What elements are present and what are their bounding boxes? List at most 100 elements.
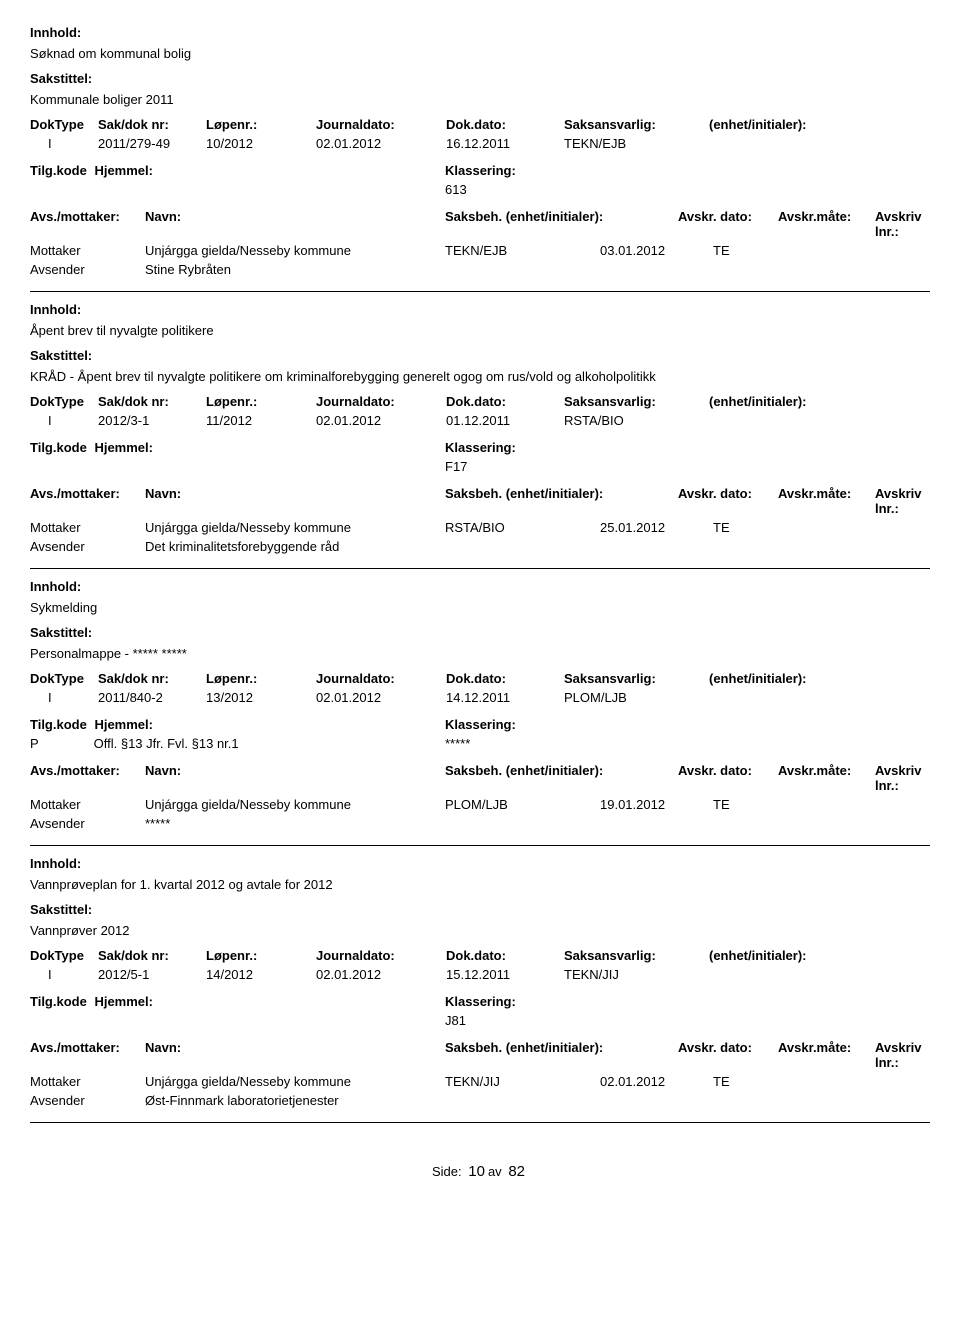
journal-record: Innhold: Åpent brev til nyvalgte politik… [30, 302, 930, 554]
klassering-value: ***** [445, 736, 930, 751]
mottaker-navn: Unjárgga gielda/Nesseby kommune [145, 520, 445, 535]
klassering-label: Klassering: [445, 717, 930, 732]
hdr-saksbeh: Saksbeh. (enhet/initialer): [445, 1040, 678, 1070]
hdr-saksansvarlig: Saksansvarlig: [564, 117, 709, 132]
sakstittel-value: Vannprøver 2012 [30, 923, 930, 938]
hjemmel-label: Hjemmel: [94, 440, 153, 455]
mottaker-row: Mottaker Unjárgga gielda/Nesseby kommune… [30, 797, 930, 812]
val-journaldato: 02.01.2012 [316, 967, 446, 982]
val-dokdato: 16.12.2011 [446, 136, 564, 151]
val-enhet [709, 690, 930, 705]
saksbeh-value: PLOM/LJB [445, 797, 600, 812]
hdr-avsmottaker: Avs./mottaker: [30, 1040, 145, 1070]
page-current: 10 [465, 1163, 488, 1180]
meta-values: I 2011/840-2 13/2012 02.01.2012 14.12.20… [30, 690, 930, 705]
hdr-dokdato: Dok.dato: [446, 394, 564, 409]
val-doktype: I [30, 690, 98, 705]
meta-headers: DokType Sak/dok nr: Løpenr.: Journaldato… [30, 948, 930, 963]
hdr-doktype: DokType [30, 671, 98, 686]
hdr-doktype: DokType [30, 117, 98, 132]
val-enhet [709, 413, 930, 428]
val-saksansvarlig: PLOM/LJB [564, 690, 709, 705]
hdr-journaldato: Journaldato: [316, 394, 446, 409]
avskrmate-value: TE [713, 243, 815, 258]
innhold-value: Vannprøveplan for 1. kvartal 2012 og avt… [30, 877, 930, 892]
hdr-saksansvarlig: Saksansvarlig: [564, 948, 709, 963]
mottaker-navn: Unjárgga gielda/Nesseby kommune [145, 1074, 445, 1089]
party-headers: Avs./mottaker: Navn: Saksbeh. (enhet/ini… [30, 209, 930, 239]
innhold-label: Innhold: [30, 579, 930, 594]
val-lopenr: 13/2012 [206, 690, 316, 705]
hdr-navn: Navn: [145, 209, 445, 239]
role-avsender: Avsender [30, 539, 145, 554]
hjemmel-row: Tilg.kode Hjemmel: P Offl. §13 Jfr. Fvl.… [30, 717, 930, 751]
av-label: av [488, 1164, 502, 1179]
innhold-label: Innhold: [30, 856, 930, 871]
hdr-enhet: (enhet/initialer): [709, 948, 930, 963]
avskrdato-value: 19.01.2012 [600, 797, 713, 812]
sakstittel-label: Sakstittel: [30, 625, 930, 640]
val-journaldato: 02.01.2012 [316, 136, 446, 151]
val-lopenr: 10/2012 [206, 136, 316, 151]
sakstittel-value: Kommunale boliger 2011 [30, 92, 930, 107]
avskrivlnr-value [815, 797, 930, 812]
mottaker-row: Mottaker Unjárgga gielda/Nesseby kommune… [30, 243, 930, 258]
hdr-avskrdato: Avskr. dato: [678, 486, 778, 516]
hdr-avskrmate: Avskr.måte: [778, 486, 875, 516]
val-doktype: I [30, 413, 98, 428]
val-lopenr: 11/2012 [206, 413, 316, 428]
meta-values: I 2011/279-49 10/2012 02.01.2012 16.12.2… [30, 136, 930, 151]
val-saknr: 2011/279-49 [98, 136, 206, 151]
mottaker-row: Mottaker Unjárgga gielda/Nesseby kommune… [30, 1074, 930, 1089]
avsender-row: Avsender ***** [30, 816, 930, 831]
journal-record: Innhold: Vannprøveplan for 1. kvartal 20… [30, 856, 930, 1108]
hjemmel-label: Hjemmel: [94, 994, 153, 1009]
hjemmel-row: Tilg.kode Hjemmel: Klassering: F17 [30, 440, 930, 474]
val-doktype: I [30, 967, 98, 982]
record-separator [30, 291, 930, 292]
sakstittel-label: Sakstittel: [30, 902, 930, 917]
hjemmel-label: Hjemmel: [94, 163, 153, 178]
role-mottaker: Mottaker [30, 243, 145, 258]
page-footer: Side: 10av 82 [30, 1163, 930, 1180]
val-saksansvarlig: TEKN/JIJ [564, 967, 709, 982]
val-enhet [709, 967, 930, 982]
hdr-saksansvarlig: Saksansvarlig: [564, 671, 709, 686]
sakstittel-value: KRÅD - Åpent brev til nyvalgte politiker… [30, 369, 930, 384]
hdr-navn: Navn: [145, 486, 445, 516]
val-saksansvarlig: TEKN/EJB [564, 136, 709, 151]
hdr-lopenr: Løpenr.: [206, 948, 316, 963]
hjemmel-value: Offl. §13 Jfr. Fvl. §13 nr.1 [94, 736, 239, 751]
hdr-saksbeh: Saksbeh. (enhet/initialer): [445, 209, 678, 239]
val-journaldato: 02.01.2012 [316, 413, 446, 428]
val-saksansvarlig: RSTA/BIO [564, 413, 709, 428]
hdr-lopenr: Løpenr.: [206, 117, 316, 132]
tilgkode-value: P [30, 736, 90, 751]
role-avsender: Avsender [30, 1093, 145, 1108]
tilgkode-label: Tilg.kode [30, 994, 87, 1009]
hdr-journaldato: Journaldato: [316, 671, 446, 686]
meta-headers: DokType Sak/dok nr: Løpenr.: Journaldato… [30, 394, 930, 409]
hdr-lopenr: Løpenr.: [206, 394, 316, 409]
hjemmel-label: Hjemmel: [94, 717, 153, 732]
sakstittel-label: Sakstittel: [30, 348, 930, 363]
role-avsender: Avsender [30, 262, 145, 277]
hdr-saksbeh: Saksbeh. (enhet/initialer): [445, 486, 678, 516]
hdr-avskrivlnr: Avskriv lnr.: [875, 486, 930, 516]
avsender-navn: Det kriminalitetsforebyggende råd [145, 539, 445, 554]
hdr-enhet: (enhet/initialer): [709, 394, 930, 409]
hdr-avskrivlnr: Avskriv lnr.: [875, 1040, 930, 1070]
hdr-avskrdato: Avskr. dato: [678, 1040, 778, 1070]
hdr-enhet: (enhet/initialer): [709, 671, 930, 686]
hdr-dokdato: Dok.dato: [446, 671, 564, 686]
record-separator [30, 845, 930, 846]
val-saknr: 2011/840-2 [98, 690, 206, 705]
hjemmel-row: Tilg.kode Hjemmel: Klassering: J81 [30, 994, 930, 1028]
record-separator [30, 568, 930, 569]
innhold-value: Sykmelding [30, 600, 930, 615]
role-avsender: Avsender [30, 816, 145, 831]
mottaker-navn: Unjárgga gielda/Nesseby kommune [145, 243, 445, 258]
party-headers: Avs./mottaker: Navn: Saksbeh. (enhet/ini… [30, 1040, 930, 1070]
hdr-journaldato: Journaldato: [316, 948, 446, 963]
val-lopenr: 14/2012 [206, 967, 316, 982]
